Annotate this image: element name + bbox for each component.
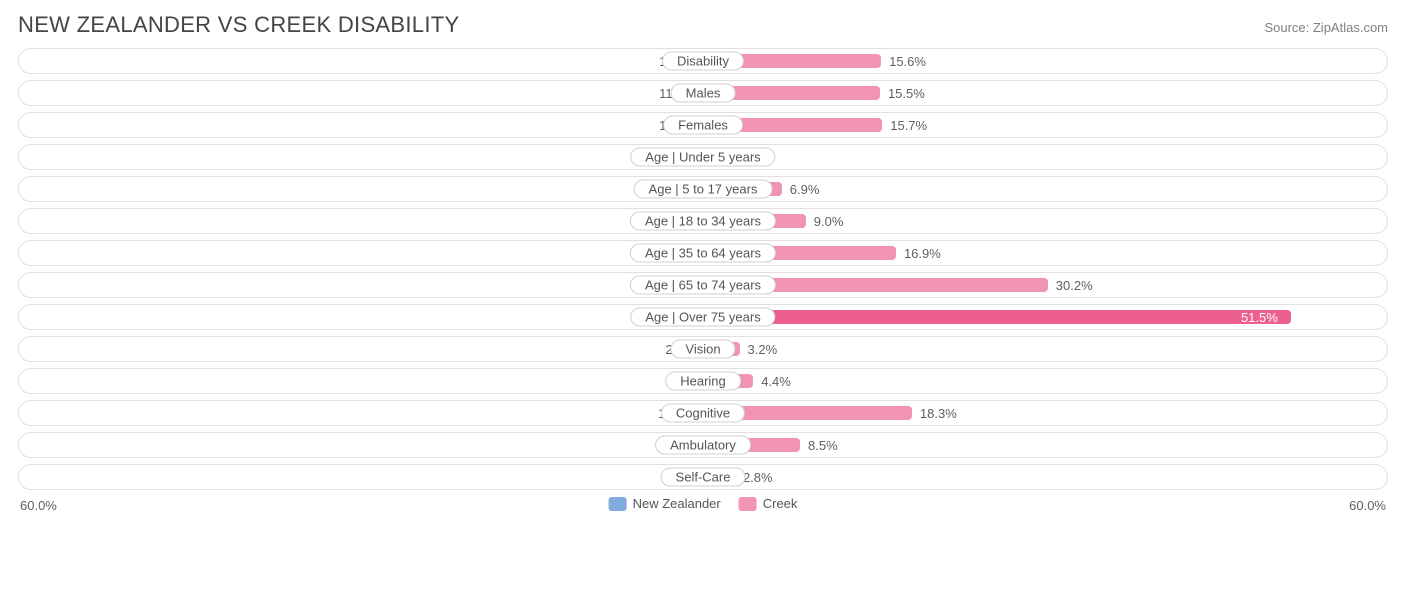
chart-row: 11.2%15.5%Males <box>18 80 1388 106</box>
category-label: Age | 65 to 74 years <box>630 276 776 295</box>
legend-swatch-right <box>739 497 757 511</box>
chart-row: 5.4%6.9%Age | 5 to 17 years <box>18 176 1388 202</box>
chart-source: Source: ZipAtlas.com <box>1264 20 1388 35</box>
category-label: Age | Under 5 years <box>630 148 775 167</box>
chart-row: 17.4%18.3%Cognitive <box>18 400 1388 426</box>
chart-row: 2.3%2.8%Self-Care <box>18 464 1388 490</box>
category-label: Males <box>671 84 736 103</box>
axis-max-left: 60.0% <box>20 498 57 513</box>
category-label: Age | Over 75 years <box>630 308 775 327</box>
category-label: Disability <box>662 52 744 71</box>
chart-row: 2.1%3.2%Vision <box>18 336 1388 362</box>
chart-footer: 60.0% New Zealander Creek 60.0% <box>18 496 1388 520</box>
legend-swatch-left <box>609 497 627 511</box>
chart-header: NEW ZEALANDER VS CREEK DISABILITY Source… <box>18 12 1388 38</box>
right-value-label: 6.9% <box>782 182 828 197</box>
right-value-label: 51.5% <box>1233 310 1286 325</box>
chart-row: 11.7%15.7%Females <box>18 112 1388 138</box>
category-label: Vision <box>670 340 735 359</box>
category-label: Cognitive <box>661 404 745 423</box>
category-label: Age | 18 to 34 years <box>630 212 776 231</box>
diverging-bar-chart: 11.5%15.6%Disability11.2%15.5%Males11.7%… <box>18 48 1388 490</box>
category-label: Females <box>663 116 743 135</box>
right-value-label: 4.4% <box>753 374 799 389</box>
legend-item-right: Creek <box>739 496 798 511</box>
chart-row: 3.2%4.4%Hearing <box>18 368 1388 394</box>
right-bar-wrap: 51.5% <box>703 310 1291 324</box>
right-value-label: 16.9% <box>896 246 949 261</box>
category-label: Age | 35 to 64 years <box>630 244 776 263</box>
legend-label-left: New Zealander <box>633 496 721 511</box>
chart-row: 11.0%16.9%Age | 35 to 64 years <box>18 240 1388 266</box>
axis-max-right: 60.0% <box>1349 498 1386 513</box>
left-value-label: 46.2% <box>194 310 247 325</box>
right-value-label: 15.6% <box>881 54 934 69</box>
legend-item-left: New Zealander <box>609 496 721 511</box>
legend-label-right: Creek <box>763 496 798 511</box>
chart-row: 5.8%8.5%Ambulatory <box>18 432 1388 458</box>
chart-row: 22.9%30.2%Age | 65 to 74 years <box>18 272 1388 298</box>
chart-title: NEW ZEALANDER VS CREEK DISABILITY <box>18 12 459 38</box>
chart-legend: New Zealander Creek <box>609 496 798 511</box>
chart-row: 7.0%9.0%Age | 18 to 34 years <box>18 208 1388 234</box>
right-bar <box>703 310 1291 324</box>
right-value-label: 30.2% <box>1048 278 1101 293</box>
category-label: Hearing <box>665 372 741 391</box>
category-label: Ambulatory <box>655 436 751 455</box>
chart-row: 11.5%15.6%Disability <box>18 48 1388 74</box>
right-bar-wrap: 15.5% <box>703 86 933 100</box>
right-value-label: 9.0% <box>806 214 852 229</box>
chart-row: 46.2% 51.5% Age | Over 75 years <box>18 304 1388 330</box>
chart-row: 1.2%1.6%Age | Under 5 years <box>18 144 1388 170</box>
right-value-label: 15.7% <box>882 118 935 133</box>
right-value-label: 3.2% <box>740 342 786 357</box>
right-value-label: 18.3% <box>912 406 965 421</box>
right-value-label: 15.5% <box>880 86 933 101</box>
category-label: Age | 5 to 17 years <box>634 180 773 199</box>
category-label: Self-Care <box>661 468 746 487</box>
right-value-label: 8.5% <box>800 438 846 453</box>
